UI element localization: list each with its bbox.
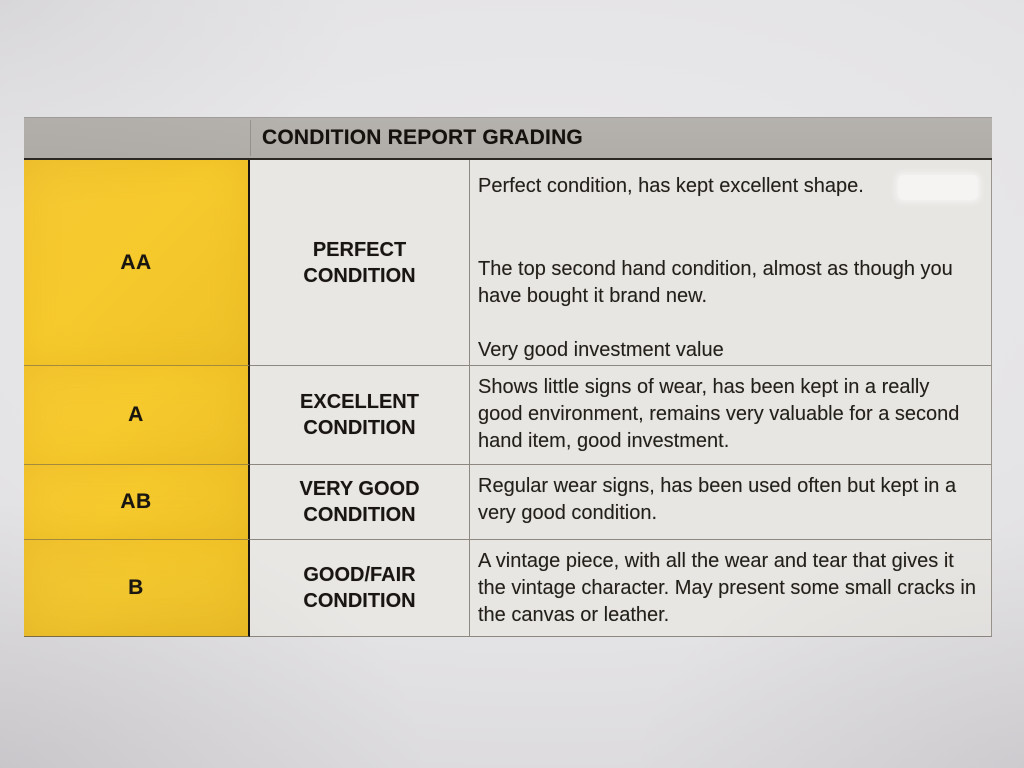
condition-cell-b: GOOD/FAIR CONDITION [250, 540, 470, 637]
condition-grading-table: CONDITION REPORT GRADING AA PERFECT COND… [24, 117, 992, 637]
description-cell-aa: Perfect condition, has kept excellent sh… [470, 160, 992, 366]
description-paragraph: The top second hand condition, almost as… [478, 258, 953, 307]
condition-label-ab: VERY GOOD CONDITION [299, 478, 420, 526]
table-header-row: CONDITION REPORT GRADING [24, 117, 992, 160]
table-title: CONDITION REPORT GRADING [262, 126, 583, 149]
grade-cell-ab: AB [24, 465, 250, 540]
description-cell-a: Shows little signs of wear, has been kep… [470, 366, 992, 465]
condition-cell-ab: VERY GOOD CONDITION [250, 465, 470, 540]
header-column-divider [250, 120, 251, 156]
grade-cell-b: B [24, 540, 250, 637]
description-cell-ab: Regular wear signs, has been used often … [470, 465, 992, 540]
grade-cell-a: A [24, 366, 250, 465]
description-cell-b: A vintage piece, with all the wear and t… [470, 540, 992, 637]
description-paragraph: Shows little signs of wear, has been kep… [478, 376, 960, 452]
condition-label-aa: PERFECT CONDITION [303, 238, 416, 287]
description-paragraph: Regular wear signs, has been used often … [478, 475, 957, 524]
grade-cell-aa: AA [24, 160, 250, 366]
description-paragraph: A vintage piece, with all the wear and t… [478, 550, 976, 626]
condition-cell-a: EXCELLENT CONDITION [250, 366, 470, 465]
description-paragraph: Perfect condition, has kept excellent sh… [478, 175, 864, 197]
condition-label-a: EXCELLENT CONDITION [300, 391, 419, 439]
condition-cell-aa: PERFECT CONDITION [250, 160, 470, 366]
description-paragraph: Very good investment value [478, 339, 724, 361]
condition-label-b: GOOD/FAIR CONDITION [303, 564, 416, 612]
